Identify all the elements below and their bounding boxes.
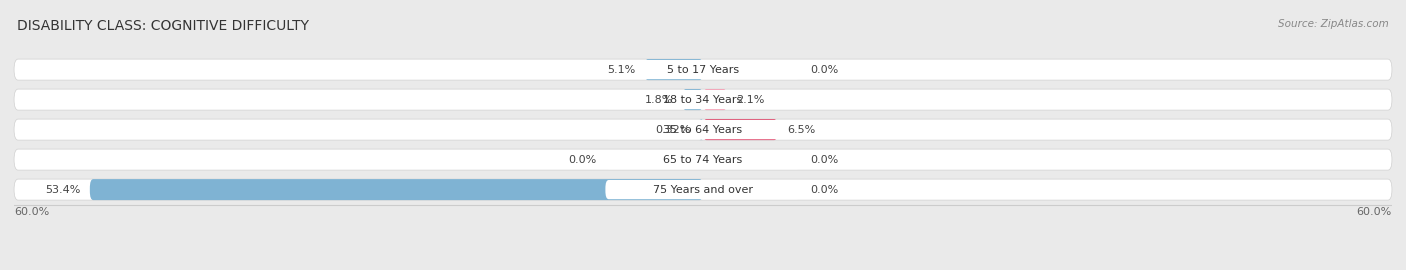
Text: Source: ZipAtlas.com: Source: ZipAtlas.com — [1278, 19, 1389, 29]
Text: 60.0%: 60.0% — [14, 207, 49, 217]
Text: 5.1%: 5.1% — [607, 65, 636, 75]
Text: DISABILITY CLASS: COGNITIVE DIFFICULTY: DISABILITY CLASS: COGNITIVE DIFFICULTY — [17, 19, 309, 33]
Text: 6.5%: 6.5% — [787, 124, 815, 135]
Text: 65 to 74 Years: 65 to 74 Years — [664, 155, 742, 165]
FancyBboxPatch shape — [90, 179, 703, 200]
Text: 2.1%: 2.1% — [737, 94, 765, 104]
Text: 60.0%: 60.0% — [1357, 207, 1392, 217]
FancyBboxPatch shape — [703, 89, 727, 110]
FancyBboxPatch shape — [14, 149, 1392, 170]
Text: 35 to 64 Years: 35 to 64 Years — [664, 124, 742, 135]
FancyBboxPatch shape — [606, 180, 800, 199]
Legend: Male, Female: Male, Female — [637, 266, 769, 270]
FancyBboxPatch shape — [699, 119, 703, 140]
FancyBboxPatch shape — [14, 119, 1392, 140]
Text: 5 to 17 Years: 5 to 17 Years — [666, 65, 740, 75]
FancyBboxPatch shape — [14, 59, 1392, 80]
Text: 1.8%: 1.8% — [645, 94, 673, 104]
FancyBboxPatch shape — [703, 119, 778, 140]
Text: 0.0%: 0.0% — [810, 185, 838, 195]
FancyBboxPatch shape — [606, 150, 800, 169]
FancyBboxPatch shape — [14, 89, 1392, 110]
Text: 0.0%: 0.0% — [810, 155, 838, 165]
Text: 18 to 34 Years: 18 to 34 Years — [664, 94, 742, 104]
FancyBboxPatch shape — [606, 60, 800, 79]
FancyBboxPatch shape — [606, 120, 800, 139]
Text: 75 Years and over: 75 Years and over — [652, 185, 754, 195]
FancyBboxPatch shape — [14, 179, 1392, 200]
Text: 0.32%: 0.32% — [655, 124, 690, 135]
FancyBboxPatch shape — [682, 89, 703, 110]
Text: 53.4%: 53.4% — [45, 185, 80, 195]
FancyBboxPatch shape — [644, 59, 703, 80]
Text: 0.0%: 0.0% — [810, 65, 838, 75]
Text: 0.0%: 0.0% — [568, 155, 596, 165]
FancyBboxPatch shape — [606, 90, 800, 109]
